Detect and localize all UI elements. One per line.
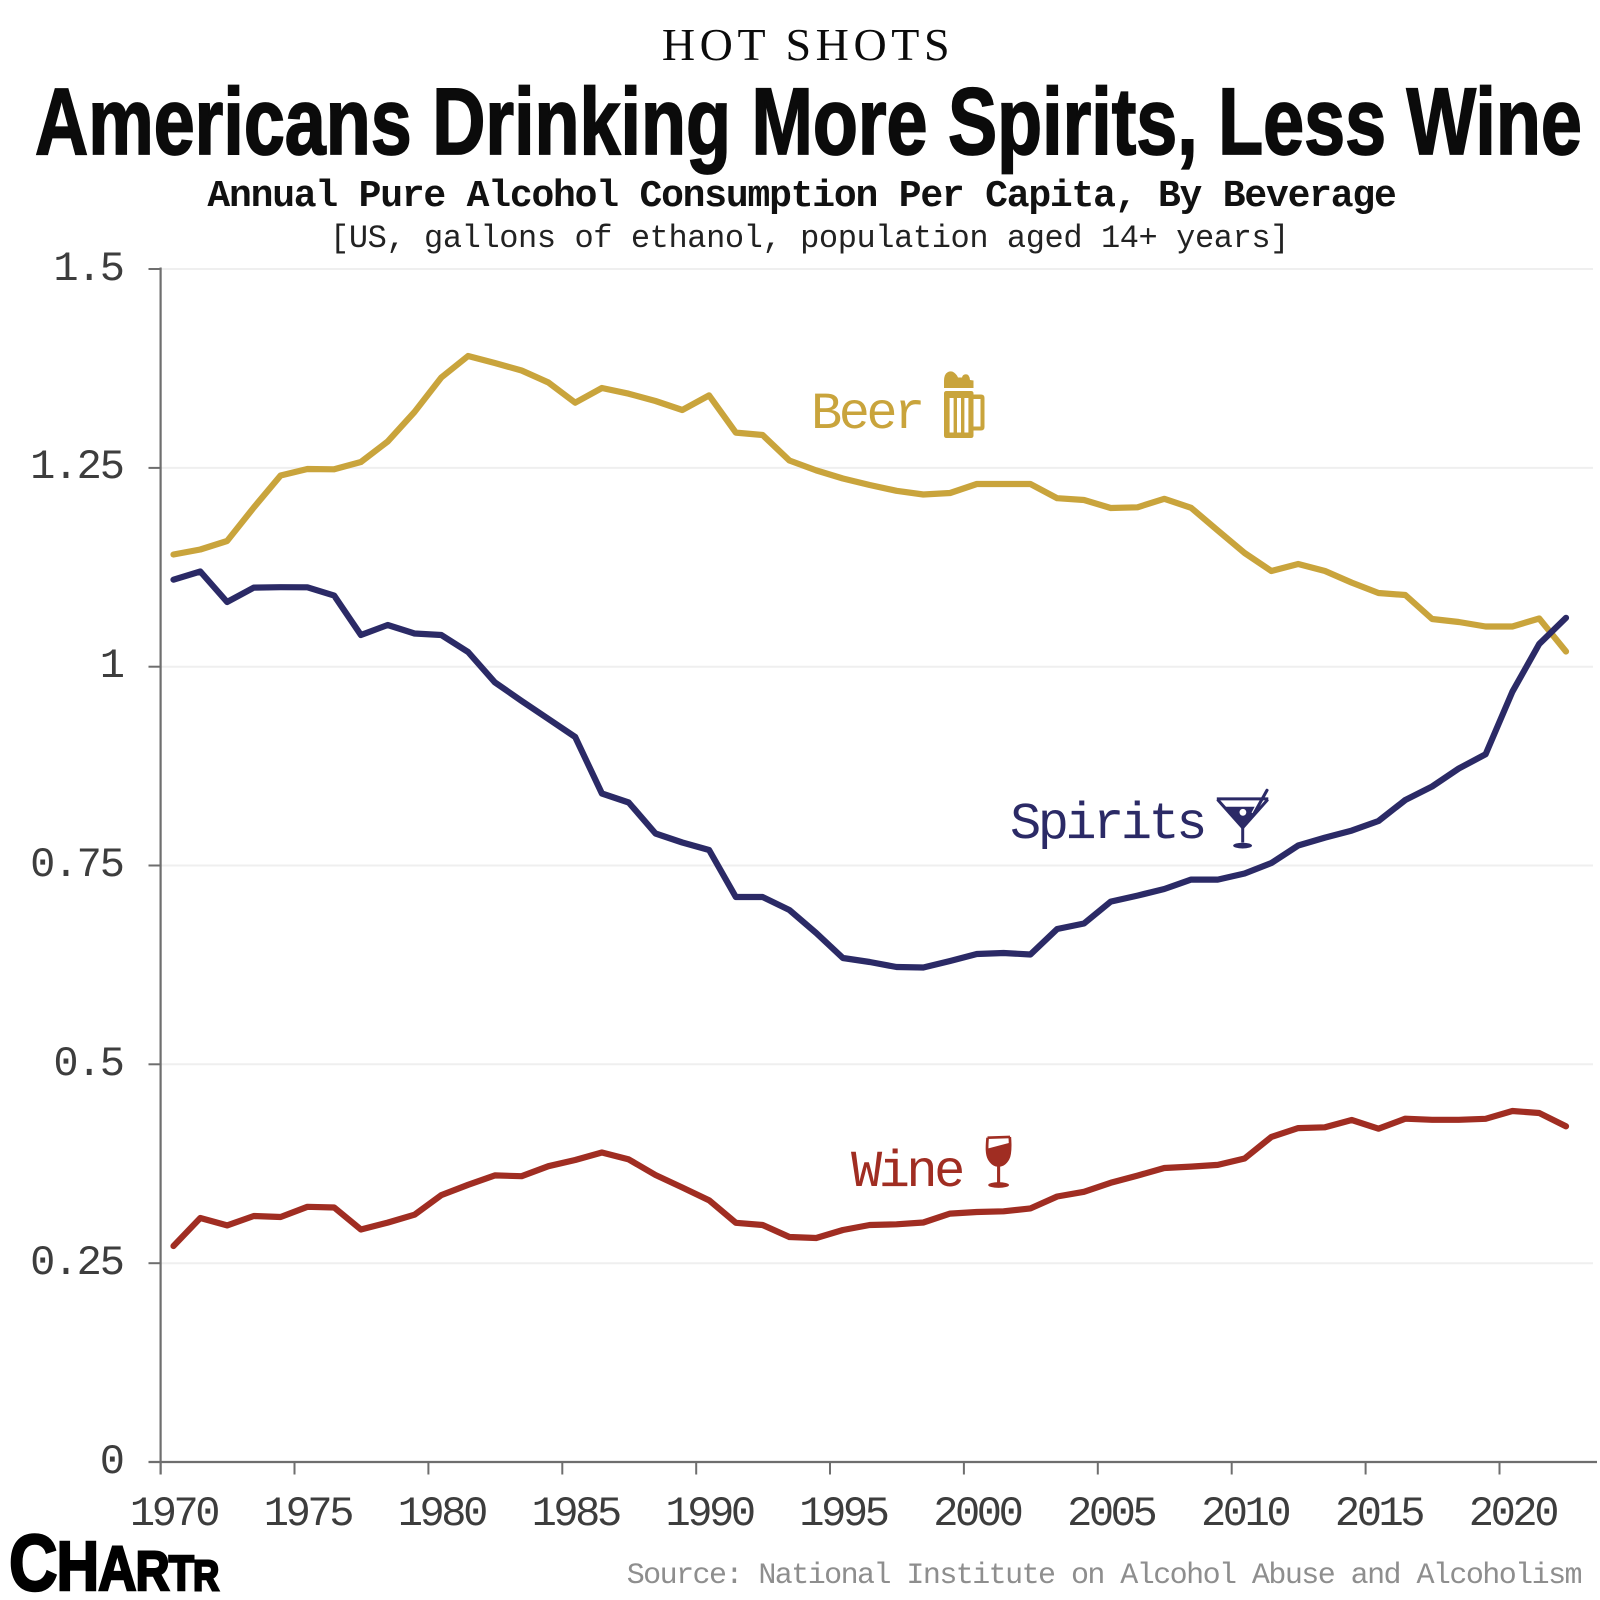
svg-text:CHARTR: CHARTR	[9, 1528, 219, 1600]
